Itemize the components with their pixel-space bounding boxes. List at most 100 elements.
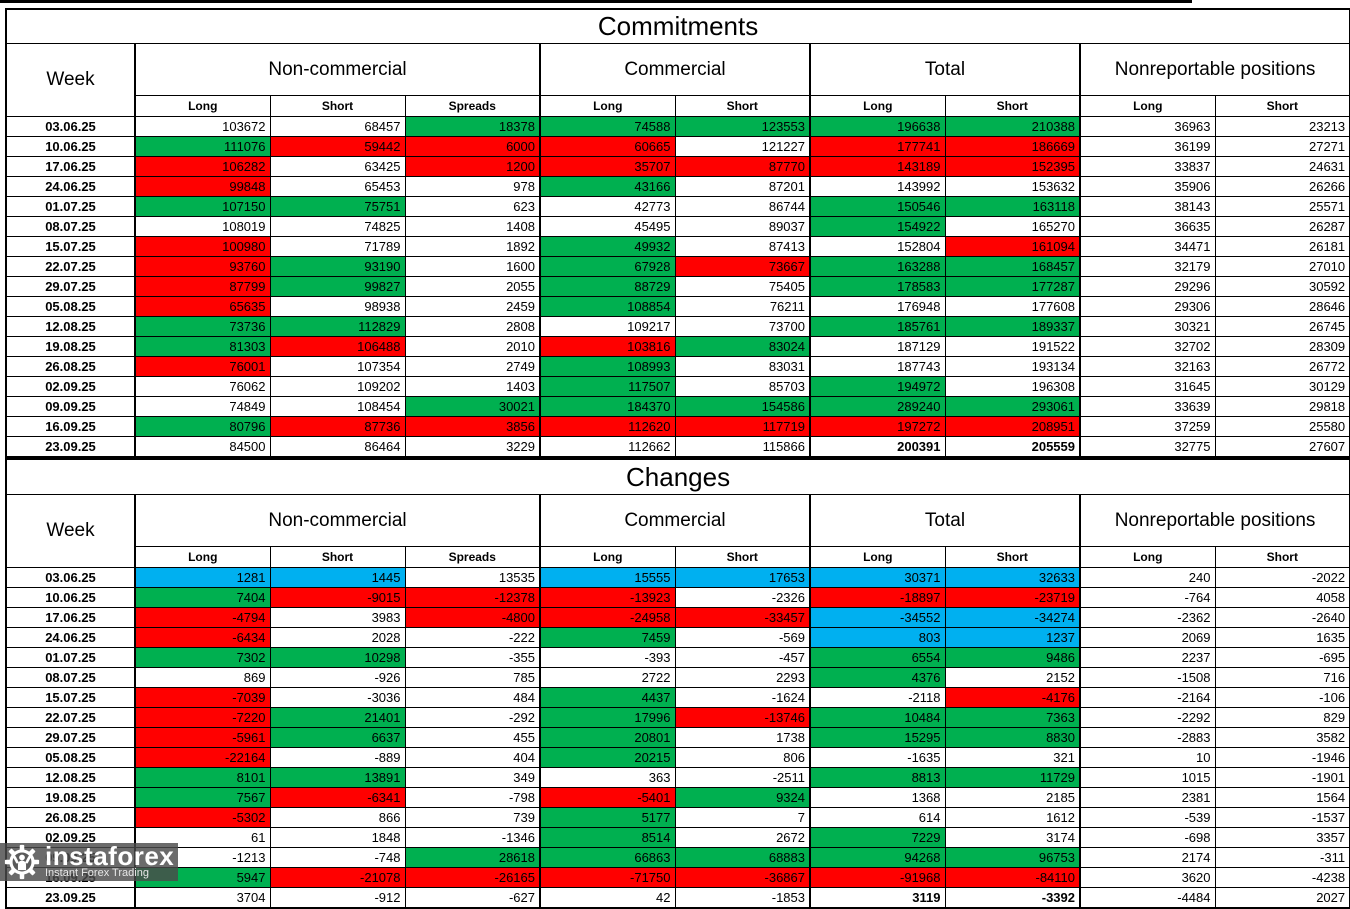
value-cell: -84110: [944, 867, 1081, 888]
week-cell: 22.07.25: [5, 707, 136, 728]
value-cell: 2069: [1079, 627, 1216, 648]
value-cell: 98938: [269, 296, 406, 317]
value-cell: 89037: [674, 216, 811, 237]
value-cell: 10298: [269, 647, 406, 668]
value-cell: 3582: [1214, 727, 1350, 748]
value-cell: 785: [404, 667, 541, 688]
changes-table: Changes Week Non-commercial Commercial T…: [5, 458, 1350, 909]
subcol-header-long: Long: [134, 546, 271, 568]
value-cell: 177287: [944, 276, 1081, 297]
watermark-brand: instaforex: [45, 840, 175, 871]
week-cell: 17.06.25: [5, 156, 136, 177]
table-row: 02.09.25 76062 109202 1403 117507 85703 194972…: [5, 376, 1350, 397]
value-cell: 80796: [134, 416, 271, 437]
value-cell: 13535: [404, 567, 541, 588]
value-cell: 1600: [404, 256, 541, 277]
value-cell: -2164: [1079, 687, 1216, 708]
value-cell: 43166: [539, 176, 676, 197]
value-cell: 28309: [1214, 336, 1350, 357]
value-cell: 208951: [944, 416, 1081, 437]
value-cell: 83024: [674, 336, 811, 357]
value-cell: 2152: [944, 667, 1081, 688]
value-cell: 3357: [1214, 827, 1350, 848]
week-cell: 29.07.25: [5, 727, 136, 748]
value-cell: 7229: [809, 827, 946, 848]
value-cell: -9015: [269, 587, 406, 608]
value-cell: -26165: [404, 867, 541, 888]
value-cell: 8830: [944, 727, 1081, 748]
value-cell: 26745: [1214, 316, 1350, 337]
value-cell: 59442: [269, 136, 406, 157]
value-cell: 293061: [944, 396, 1081, 417]
value-cell: 73667: [674, 256, 811, 277]
value-cell: -7039: [134, 687, 271, 708]
value-cell: -3036: [269, 687, 406, 708]
value-cell: 455: [404, 727, 541, 748]
value-cell: -6434: [134, 627, 271, 648]
week-cell: 16.09.25: [5, 416, 136, 437]
value-cell: 38143: [1079, 196, 1216, 217]
value-cell: 36635: [1079, 216, 1216, 237]
table-row: 03.06.25 1281 1445 13535 15555 17653 30371 3263…: [5, 567, 1350, 588]
value-cell: 26772: [1214, 356, 1350, 377]
value-cell: 30129: [1214, 376, 1350, 397]
value-cell: 27607: [1214, 436, 1350, 458]
value-cell: 143189: [809, 156, 946, 177]
value-cell: 200391: [809, 436, 946, 458]
value-cell: -1624: [674, 687, 811, 708]
week-cell: 15.07.25: [5, 236, 136, 257]
subcol-header-long: Long: [1079, 95, 1216, 117]
group-header-total: Total: [809, 43, 1081, 96]
value-cell: -569: [674, 627, 811, 648]
value-cell: 187129: [809, 336, 946, 357]
cot-report-sheet: Commitments Week Non-commercial Commerci…: [5, 8, 1350, 909]
value-cell: 869: [134, 667, 271, 688]
group-header-nonreportable: Nonreportable positions: [1078, 43, 1350, 96]
value-cell: 8514: [539, 827, 676, 848]
value-cell: 4058: [1214, 587, 1350, 608]
value-cell: 177608: [944, 296, 1081, 317]
commitments-title: Commitments: [5, 8, 1350, 44]
value-cell: 94268: [809, 847, 946, 868]
value-cell: 93190: [269, 256, 406, 277]
value-cell: -4800: [404, 607, 541, 628]
week-cell: 12.08.25: [5, 316, 136, 337]
table-row: 19.08.25 7567 -6341 -798 -5401 9324 1368 2185 23…: [5, 787, 1350, 808]
value-cell: 196308: [944, 376, 1081, 397]
value-cell: 32775: [1079, 436, 1216, 458]
value-cell: 803: [809, 627, 946, 648]
value-cell: 32163: [1079, 356, 1216, 377]
value-cell: 1015: [1079, 767, 1216, 788]
value-cell: 106488: [269, 336, 406, 357]
subcol-header-long: Long: [539, 546, 676, 568]
value-cell: 404: [404, 747, 541, 768]
value-cell: 30371: [809, 567, 946, 588]
value-cell: 99848: [134, 176, 271, 197]
value-cell: 30021: [404, 396, 541, 417]
value-cell: -4794: [134, 607, 271, 628]
value-cell: 28646: [1214, 296, 1350, 317]
value-cell: 197272: [809, 416, 946, 437]
value-cell: -292: [404, 707, 541, 728]
value-cell: -222: [404, 627, 541, 648]
value-cell: 154922: [809, 216, 946, 237]
value-cell: 154586: [674, 396, 811, 417]
value-cell: 73736: [134, 316, 271, 337]
value-cell: 2749: [404, 356, 541, 377]
week-cell: 15.07.25: [5, 687, 136, 708]
value-cell: 42773: [539, 196, 676, 217]
value-cell: 187743: [809, 356, 946, 377]
value-cell: 1368: [809, 787, 946, 808]
value-cell: 240: [1079, 567, 1216, 588]
value-cell: 7363: [944, 707, 1081, 728]
value-cell: 99827: [269, 276, 406, 297]
value-cell: 3856: [404, 416, 541, 437]
value-cell: 33639: [1079, 396, 1216, 417]
value-cell: 24631: [1214, 156, 1350, 177]
table-row: 09.09.25 74849 108454 30021 184370 154586 2892…: [5, 396, 1350, 417]
value-cell: 484: [404, 687, 541, 708]
value-cell: 30321: [1079, 316, 1216, 337]
value-cell: 115866: [674, 436, 811, 458]
value-cell: 349: [404, 767, 541, 788]
value-cell: 9486: [944, 647, 1081, 668]
